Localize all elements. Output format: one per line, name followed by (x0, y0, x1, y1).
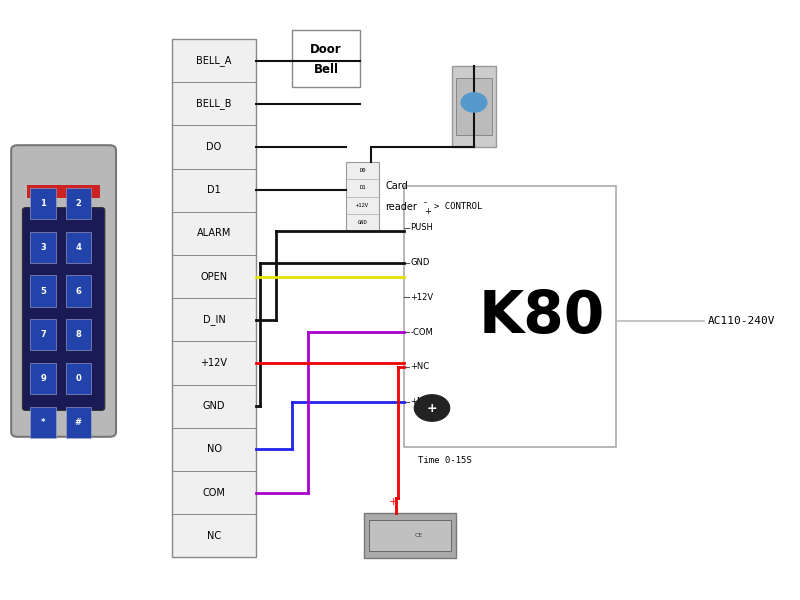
Bar (30, 232, 56, 263)
Text: 9: 9 (40, 374, 46, 383)
Bar (172, 298, 256, 341)
Bar (172, 125, 256, 169)
Text: +: + (426, 401, 438, 415)
Text: Door: Door (310, 43, 342, 56)
Text: +: + (424, 208, 431, 217)
Text: +NC: +NC (410, 362, 430, 371)
Text: #: # (75, 418, 82, 427)
Bar (30, 188, 56, 219)
Text: 7: 7 (40, 330, 46, 339)
Text: Card: Card (386, 181, 408, 191)
Bar (172, 341, 256, 385)
Text: DO: DO (206, 142, 222, 152)
Bar (346, 162, 379, 231)
Bar (66, 275, 91, 307)
Text: +12V: +12V (201, 358, 227, 368)
Bar (172, 39, 256, 82)
Bar (172, 212, 256, 255)
Circle shape (414, 395, 450, 421)
Text: -COM: -COM (410, 328, 433, 337)
Text: Time 0-15S: Time 0-15S (418, 456, 472, 464)
Text: GND: GND (358, 220, 367, 225)
FancyBboxPatch shape (11, 145, 116, 437)
Bar (172, 428, 256, 471)
Text: 8: 8 (75, 330, 82, 339)
Text: reader: reader (386, 202, 418, 212)
Text: > CONTROL: > CONTROL (434, 202, 482, 211)
Text: 3: 3 (40, 242, 46, 251)
Bar (456, 78, 492, 135)
Circle shape (461, 93, 486, 112)
Bar (172, 255, 256, 298)
Bar (404, 186, 616, 447)
Bar (27, 185, 100, 198)
Bar (172, 385, 256, 428)
Text: +12V: +12V (356, 203, 369, 208)
Bar (66, 407, 91, 438)
Bar (172, 169, 256, 212)
Text: GND: GND (410, 258, 430, 267)
Bar (66, 363, 91, 394)
Text: -: - (424, 198, 427, 208)
Text: Bell: Bell (314, 64, 338, 76)
Bar (369, 520, 451, 551)
Bar (172, 82, 256, 125)
Bar (30, 407, 56, 438)
Bar (364, 513, 456, 558)
Bar (172, 471, 256, 514)
Text: COM: COM (202, 488, 226, 497)
Text: AC110-240V: AC110-240V (708, 316, 775, 326)
Text: PUSH: PUSH (410, 223, 434, 232)
Text: D1: D1 (207, 185, 221, 195)
Bar (30, 275, 56, 307)
Text: K80: K80 (478, 288, 605, 345)
Text: NC: NC (207, 531, 221, 541)
Text: 5: 5 (40, 286, 46, 295)
Text: D1: D1 (359, 185, 366, 190)
Bar (30, 319, 56, 350)
Bar (66, 232, 91, 263)
Text: D0: D0 (359, 168, 366, 173)
Bar (172, 39, 256, 557)
Text: 0: 0 (75, 374, 82, 383)
Bar (66, 188, 91, 219)
Text: GND: GND (202, 401, 226, 411)
Bar (30, 363, 56, 394)
Text: +: + (389, 497, 398, 507)
Text: OPEN: OPEN (201, 272, 227, 281)
Text: BELL_A: BELL_A (196, 55, 232, 66)
Text: D_IN: D_IN (202, 314, 226, 325)
Bar (172, 514, 256, 557)
Text: *: * (41, 418, 46, 427)
Text: +12V: +12V (410, 293, 434, 302)
Text: NO: NO (206, 445, 222, 454)
Text: 4: 4 (75, 242, 82, 251)
Text: ALARM: ALARM (197, 229, 231, 238)
Text: CE: CE (415, 533, 423, 538)
Text: +NO: +NO (410, 397, 430, 406)
Text: 6: 6 (75, 286, 82, 295)
Bar (292, 30, 360, 87)
FancyBboxPatch shape (22, 208, 105, 410)
Bar (66, 319, 91, 350)
Text: 2: 2 (75, 199, 82, 208)
Text: 1: 1 (40, 199, 46, 208)
Text: BELL_B: BELL_B (196, 98, 232, 109)
Bar (452, 66, 496, 147)
